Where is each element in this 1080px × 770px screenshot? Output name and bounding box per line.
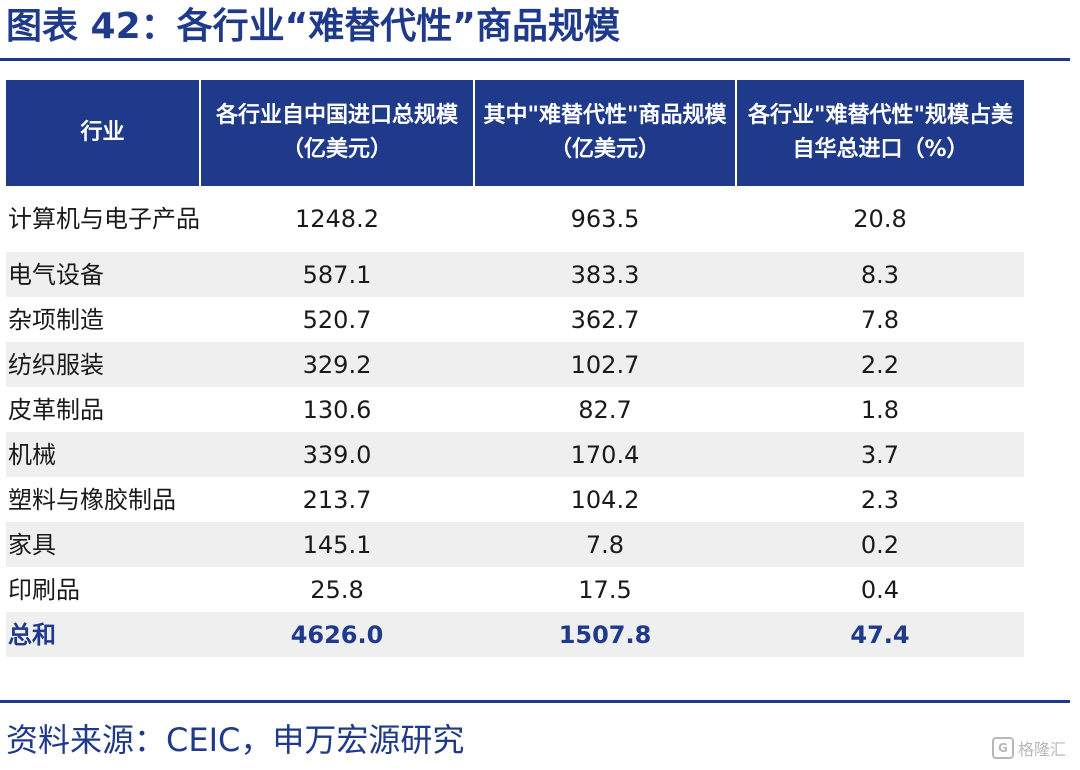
industry-cell: 计算机与电子产品 <box>8 205 200 233</box>
hard-to-replace-cell: 17.5 <box>578 575 632 604</box>
share-sum-cell: 47.4 <box>736 612 1024 657</box>
title-divider <box>0 58 1070 61</box>
hard-to-replace-cell: 383.3 <box>474 252 736 297</box>
total-row: 总和 4626.0 1507.8 47.4 <box>6 612 1024 657</box>
table-row: 机械 339.0 170.4 3.7 <box>6 432 1024 477</box>
industry-table: 行业 各行业自中国进口总规模（亿美元） 其中"难替代性"商品规模（亿美元） 各行… <box>6 80 1024 657</box>
table-row: 纺织服装 329.2 102.7 2.2 <box>6 342 1024 387</box>
watermark-text: 格隆汇 <box>1017 740 1066 759</box>
total-imports-cell: 587.1 <box>200 252 474 297</box>
figure-title: 图表 42：各行业“难替代性”商品规模 <box>6 6 620 47</box>
industry-cell: 皮革制品 <box>8 395 104 424</box>
total-imports-cell: 520.7 <box>302 305 372 334</box>
table-row: 塑料与橡胶制品 213.7 104.2 2.3 <box>6 477 1024 522</box>
total-label-cell: 总和 <box>6 612 200 657</box>
hard-to-replace-cell: 170.4 <box>474 432 736 477</box>
hard-to-replace-cell: 963.5 <box>570 205 640 233</box>
total-imports-cell: 130.6 <box>302 395 372 424</box>
share-cell: 2.3 <box>860 485 900 514</box>
total-imports-cell: 213.7 <box>302 485 372 514</box>
header-row: 行业 各行业自中国进口总规模（亿美元） 其中"难替代性"商品规模（亿美元） 各行… <box>6 80 1024 186</box>
total-imports-cell: 339.0 <box>200 432 474 477</box>
industry-cell: 印刷品 <box>8 575 80 604</box>
table-row: 家具 145.1 7.8 0.2 <box>6 522 1024 567</box>
total-imports-cell: 1248.2 <box>295 205 379 233</box>
hard-to-replace-sum-cell: 1507.8 <box>474 612 736 657</box>
hard-to-replace-cell: 102.7 <box>474 342 736 387</box>
source-note: 资料来源：CEIC，申万宏源研究 <box>6 721 465 759</box>
header-total-imports: 各行业自中国进口总规模（亿美元） <box>200 80 475 186</box>
industry-cell: 家具 <box>6 522 200 567</box>
total-imports-cell: 329.2 <box>200 342 474 387</box>
table-header: 行业 各行业自中国进口总规模（亿美元） 其中"难替代性"商品规模（亿美元） 各行… <box>6 80 1024 186</box>
table-row: 计算机与电子产品 1248.2 963.5 20.8 <box>6 186 1024 252</box>
gelonghui-logo-icon: G <box>991 737 1014 759</box>
industry-cell: 杂项制造 <box>8 305 104 334</box>
industry-cell: 纺织服装 <box>6 342 200 387</box>
table-body: 计算机与电子产品 1248.2 963.5 20.8 电气设备 587.1 38… <box>6 186 1024 657</box>
header-share: 各行业"难替代性"规模占美自华总进口（%） <box>736 80 1024 186</box>
share-cell: 0.2 <box>736 522 1024 567</box>
table-row: 电气设备 587.1 383.3 8.3 <box>6 252 1024 297</box>
header-hard-to-replace: 其中"难替代性"商品规模（亿美元） <box>474 80 737 186</box>
table-row: 杂项制造 520.7 362.7 7.8 <box>6 297 1024 342</box>
total-imports-cell: 25.8 <box>310 575 364 604</box>
total-imports-cell: 145.1 <box>200 522 474 567</box>
share-cell: 1.8 <box>860 395 900 424</box>
industry-cell: 塑料与橡胶制品 <box>8 485 176 514</box>
industry-cell: 电气设备 <box>6 252 200 297</box>
hard-to-replace-cell: 82.7 <box>578 395 632 424</box>
total-imports-sum-cell: 4626.0 <box>200 612 474 657</box>
table-row: 皮革制品 130.6 82.7 1.8 <box>6 387 1024 432</box>
watermark: G 格隆汇 <box>991 736 1066 760</box>
share-cell: 3.7 <box>736 432 1024 477</box>
source-divider <box>0 700 1070 703</box>
share-cell: 20.8 <box>853 205 907 233</box>
hard-to-replace-cell: 104.2 <box>570 485 640 514</box>
hard-to-replace-cell: 7.8 <box>474 522 736 567</box>
table-row: 印刷品 25.8 17.5 0.4 <box>6 567 1024 612</box>
header-industry: 行业 <box>6 80 201 186</box>
share-cell: 7.8 <box>860 305 900 334</box>
hard-to-replace-cell: 362.7 <box>570 305 640 334</box>
share-cell: 0.4 <box>860 575 900 604</box>
industry-cell: 机械 <box>6 432 200 477</box>
share-cell: 8.3 <box>736 252 1024 297</box>
share-cell: 2.2 <box>736 342 1024 387</box>
